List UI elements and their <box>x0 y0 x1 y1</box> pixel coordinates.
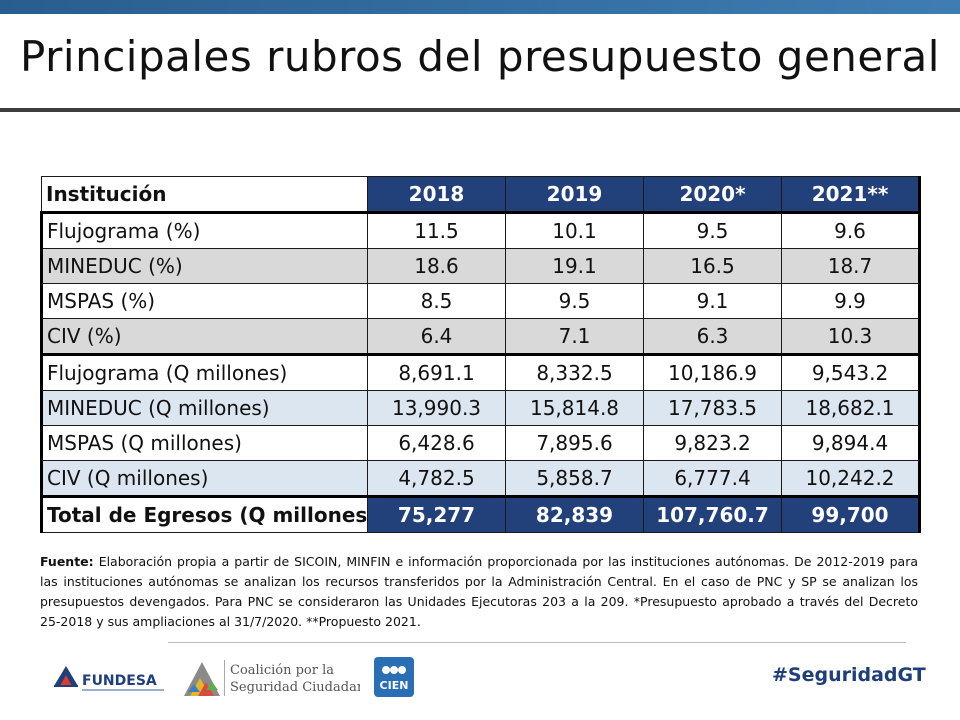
budget-table: Institución 2018 2019 2020* 2021** Flujo… <box>40 176 921 533</box>
header-year: 2020* <box>643 176 782 213</box>
top-accent-bar <box>0 0 960 14</box>
source-note: Fuente: Elaboración propia a partir de S… <box>40 552 918 632</box>
cell-value: 9,543.2 <box>781 353 921 391</box>
header-year: 2019 <box>505 176 644 213</box>
cell-value: 9.9 <box>781 283 921 319</box>
cell-value: 9.5 <box>643 211 782 249</box>
cien-text: CIEN <box>380 679 409 692</box>
cell-value: 6.3 <box>643 318 782 355</box>
row-label: MINEDUC (Q millones) <box>40 390 368 426</box>
cell-value: 5,858.7 <box>505 460 644 497</box>
table-row: Flujograma (Q millones) 8,691.1 8,332.5 … <box>40 353 921 391</box>
cell-value: 6,777.4 <box>643 460 782 497</box>
cell-value: 16.5 <box>643 248 782 284</box>
cell-value: 19.1 <box>505 248 644 284</box>
row-label: MINEDUC (%) <box>40 248 368 284</box>
title-divider <box>0 108 960 112</box>
table-row: MINEDUC (%) 18.6 19.1 16.5 18.7 <box>40 248 921 284</box>
header-year: 2018 <box>367 176 506 213</box>
row-label: Flujograma (%) <box>40 211 368 249</box>
cell-value: 11.5 <box>367 211 506 249</box>
header-year: 2021** <box>781 176 921 213</box>
cell-value: 7,895.6 <box>505 425 644 461</box>
fundesa-mark-icon <box>54 666 78 687</box>
coalicion-logo: Coalición por la Seguridad Ciudadana <box>180 656 373 700</box>
source-label: Fuente: <box>40 554 94 569</box>
row-label: MSPAS (%) <box>40 283 368 319</box>
cell-value: 13,990.3 <box>367 390 506 426</box>
cell-value: 8,691.1 <box>367 353 506 391</box>
cell-value: 9,823.2 <box>643 425 782 461</box>
fundesa-text: FUNDESA <box>82 673 157 689</box>
cell-value: 18.7 <box>781 248 921 284</box>
cell-value: 6.4 <box>367 318 506 355</box>
table-row: MSPAS (Q millones) 6,428.6 7,895.6 9,823… <box>40 425 921 461</box>
page-title: Principales rubros del presupuesto gener… <box>20 32 940 81</box>
fundesa-logo: FUNDESA <box>52 660 170 696</box>
cell-value: 15,814.8 <box>505 390 644 426</box>
row-label: CIV (Q millones) <box>40 460 368 497</box>
table-row: MSPAS (%) 8.5 9.5 9.1 9.9 <box>40 283 921 319</box>
row-label: MSPAS (Q millones) <box>40 425 368 461</box>
cell-value: 8.5 <box>367 283 506 319</box>
cell-value: 18,682.1 <box>781 390 921 426</box>
total-label: Total de Egresos (Q millones) <box>40 495 368 533</box>
total-value: 82,839 <box>505 495 644 533</box>
cell-value: 4,782.5 <box>367 460 506 497</box>
total-row: Total de Egresos (Q millones) 75,277 82,… <box>40 495 921 533</box>
total-value: 99,700 <box>781 495 921 533</box>
row-label: Flujograma (Q millones) <box>40 353 368 391</box>
cell-value: 9.5 <box>505 283 644 319</box>
cell-value: 9.1 <box>643 283 782 319</box>
table-row: Flujograma (%) 11.5 10.1 9.5 9.6 <box>40 211 921 249</box>
footer-divider <box>168 642 906 643</box>
total-value: 75,277 <box>367 495 506 533</box>
coalicion-mark-icon <box>184 662 220 696</box>
cell-value: 9.6 <box>781 211 921 249</box>
cell-value: 10,242.2 <box>781 460 921 497</box>
cell-value: 10.1 <box>505 211 644 249</box>
cell-value: 18.6 <box>367 248 506 284</box>
hashtag: #SeguridadGT <box>772 664 926 686</box>
cell-value: 7.1 <box>505 318 644 355</box>
table-row: CIV (%) 6.4 7.1 6.3 10.3 <box>40 318 921 355</box>
source-text: Elaboración propia a partir de SICOIN, M… <box>40 554 918 629</box>
header-institution: Institución <box>41 176 368 213</box>
cell-value: 8,332.5 <box>505 353 644 391</box>
total-value: 107,760.7 <box>643 495 782 533</box>
row-label: CIV (%) <box>40 318 368 355</box>
cell-value: 10,186.9 <box>643 353 782 391</box>
coalicion-text-1: Coalición por la <box>230 663 334 678</box>
table-row: CIV (Q millones) 4,782.5 5,858.7 6,777.4… <box>40 460 921 497</box>
cell-value: 17,783.5 <box>643 390 782 426</box>
table-header-row: Institución 2018 2019 2020* 2021** <box>41 176 921 213</box>
coalicion-text-2: Seguridad Ciudadana <box>230 680 360 695</box>
cell-value: 6,428.6 <box>367 425 506 461</box>
cien-logo: CIEN <box>374 657 414 697</box>
cell-value: 10.3 <box>781 318 921 355</box>
cell-value: 9,894.4 <box>781 425 921 461</box>
table-row: MINEDUC (Q millones) 13,990.3 15,814.8 1… <box>40 390 921 426</box>
